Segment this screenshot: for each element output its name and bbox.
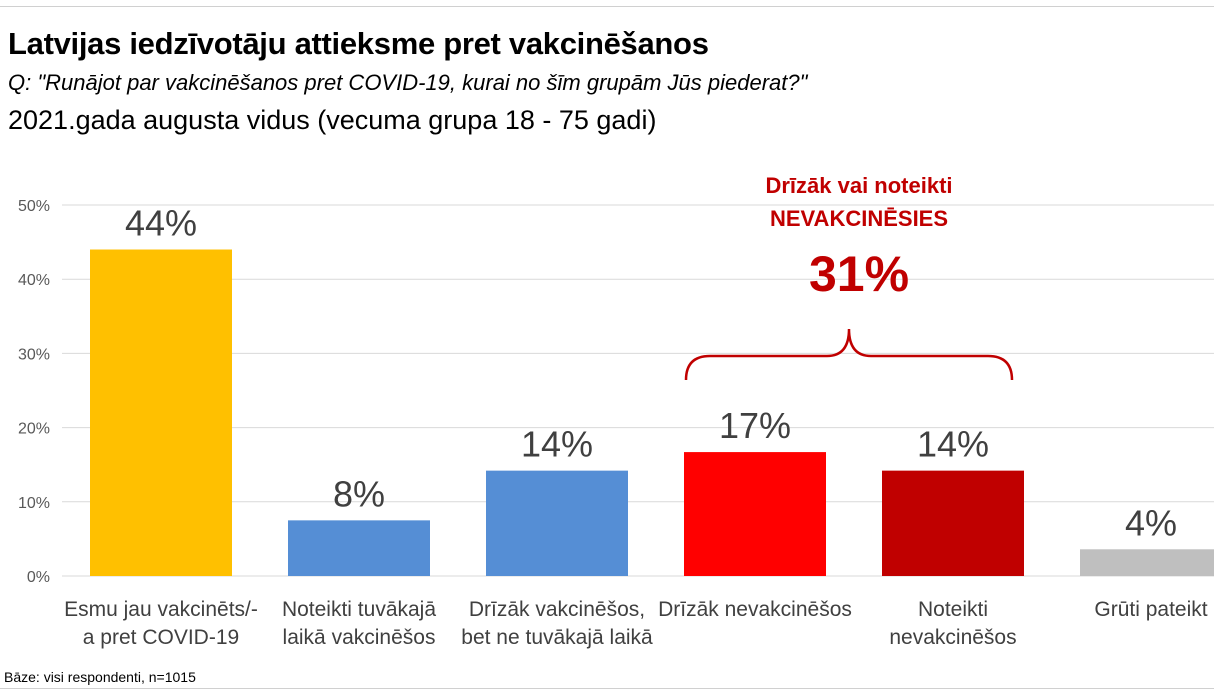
data-label: 14% [917, 424, 989, 465]
annotation-total: 31% [809, 246, 909, 302]
bar [90, 249, 232, 576]
data-label: 17% [719, 405, 791, 446]
y-tick-label: 40% [18, 272, 50, 289]
survey-period: 2021.gada augusta vidus (vecuma grupa 18… [8, 105, 657, 135]
gridlines [62, 204, 1214, 577]
base-footnote: Bāze: visi respondenti, n=1015 [4, 669, 196, 685]
data-label: 44% [125, 203, 197, 244]
category-label: Noteikti nevakcinēšos [889, 598, 1016, 649]
bar [1080, 549, 1214, 576]
annotation-line-1: Drīzāk vai noteikti [765, 173, 952, 198]
bar [486, 470, 628, 576]
category-label: Drīzāk nevakcinēšos [658, 598, 852, 621]
y-tick-label: 0% [27, 569, 50, 586]
chart-title: Latvijas iedzīvotāju attieksme pret vakc… [8, 26, 709, 61]
bars [90, 249, 1214, 576]
category-labels: Esmu jau vakcinēts/-a pret COVID-19 Notei… [64, 598, 1208, 649]
data-label: 8% [333, 473, 385, 514]
annotation-group: Drīzāk vai noteikti NEVAKCINĒSIES 31% [684, 173, 1014, 381]
bar [288, 520, 430, 576]
category-label: Drīzāk vakcinēšos, bet ne tuvākajā laikā [461, 598, 653, 649]
data-label: 4% [1125, 502, 1177, 543]
annotation-line-2: NEVAKCINĒSIES [770, 206, 948, 231]
bar [684, 452, 826, 576]
chart-frame [0, 6, 1214, 689]
value-labels: 44% 8% 14% 17% 14% 4% [125, 203, 1177, 544]
category-label: Grūti pateikt [1094, 598, 1207, 621]
category-label: Noteikti tuvākajā laikā vakcinēšos [282, 598, 436, 649]
category-label: Esmu jau vakcinēts/-a pret COVID-19 [64, 598, 258, 649]
survey-question: Q: "Runājot par vakcinēšanos pret COVID-… [8, 70, 808, 95]
y-tick-label: 50% [18, 198, 50, 215]
y-tick-label: 10% [18, 495, 50, 512]
curly-brace [684, 328, 1014, 381]
bar [882, 470, 1024, 576]
data-label: 14% [521, 424, 593, 465]
y-tick-label: 20% [18, 421, 50, 438]
y-tick-label: 30% [18, 346, 50, 363]
y-axis-ticks: 0% 10% 20% 30% 40% 50% [18, 198, 50, 586]
